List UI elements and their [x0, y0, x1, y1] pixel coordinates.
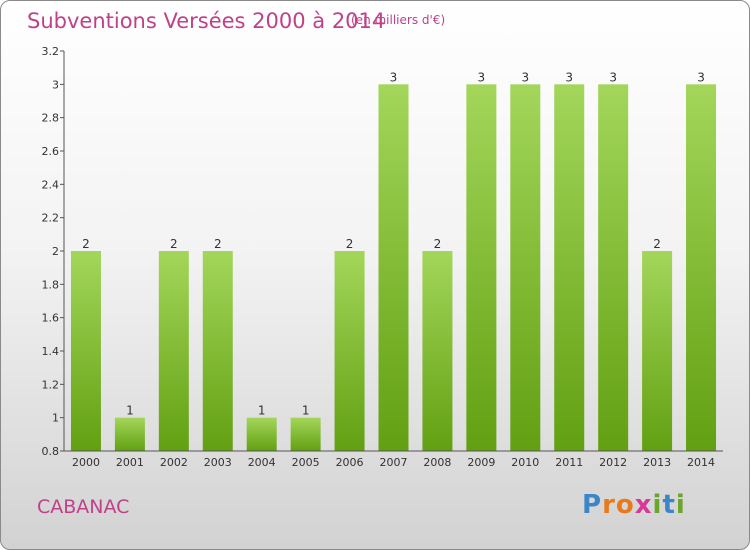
x-tick-label: 2011 [555, 456, 583, 469]
y-axis: 0.8 1 1.2 1.4 1.6 1.8 2 2.2 2.4 2.6 2.8 3 3.2 [42, 45, 65, 458]
data-label: 2 [346, 237, 354, 251]
logo-letter: o [615, 490, 635, 520]
bar-2001 [114, 417, 145, 451]
x-tick-label: 2009 [467, 456, 495, 469]
x-axis: 2000 2001 2002 2003 2004 2005 2006 2007 2008 2009… [64, 450, 723, 469]
y-tick-label: 1.4 [42, 345, 60, 358]
x-tick-label: 2004 [248, 456, 276, 469]
x-tick-label: 2000 [72, 456, 100, 469]
data-label: 3 [565, 70, 573, 84]
y-tick-label: 2 [52, 245, 59, 258]
logo-letter: P [582, 490, 603, 520]
bars-group: 2 1 2 2 1 1 2 3 2 3 3 3 3 2 3 [70, 70, 717, 451]
logo-letter: x [634, 490, 653, 520]
x-tick-label: 2003 [204, 456, 232, 469]
data-label: 3 [390, 70, 398, 84]
data-label: 3 [521, 70, 529, 84]
y-tick-label: 1 [52, 412, 59, 425]
bar-2003 [202, 251, 233, 451]
data-label: 1 [126, 404, 134, 418]
bar-2012 [598, 84, 629, 451]
bar-2004 [246, 417, 277, 451]
y-tick-label: 3 [52, 78, 59, 91]
y-tick-label: 2.6 [42, 145, 60, 158]
x-tick-label: 2008 [423, 456, 451, 469]
bar-2002 [158, 251, 189, 451]
x-tick-label: 2012 [599, 456, 627, 469]
bar-2007 [378, 84, 409, 451]
y-tick-label: 2.2 [42, 212, 60, 225]
data-label: 1 [258, 404, 266, 418]
data-label: 2 [434, 237, 442, 251]
y-tick-label: 2.4 [42, 178, 60, 191]
data-label: 2 [653, 237, 661, 251]
logo-letter: i [675, 490, 686, 520]
bar-2009 [466, 84, 497, 451]
commune-name: CABANAC [37, 496, 130, 518]
bar-2014 [686, 84, 717, 451]
data-label: 3 [609, 70, 617, 84]
y-tick-label: 0.8 [42, 445, 60, 458]
bar-2013 [642, 251, 673, 451]
logo-letter: r [602, 490, 616, 520]
logo-letter: t [662, 490, 676, 520]
proxiti-logo: Proxiti [582, 490, 686, 520]
data-label: 3 [478, 70, 486, 84]
x-tick-label: 2010 [511, 456, 539, 469]
bar-2010 [510, 84, 541, 451]
bar-2008 [422, 251, 453, 451]
y-tick-label: 1.6 [42, 312, 60, 325]
x-tick-label: 2007 [380, 456, 408, 469]
bar-2011 [554, 84, 585, 451]
logo-letter: i [652, 490, 663, 520]
bar-2005 [290, 417, 321, 451]
bar-2006 [334, 251, 365, 451]
x-tick-label: 2014 [687, 456, 715, 469]
y-tick-label: 1.2 [42, 378, 60, 391]
bar-2000 [70, 251, 101, 451]
x-tick-label: 2002 [160, 456, 188, 469]
y-tick-label: 2.8 [42, 112, 60, 125]
y-tick-label: 1.8 [42, 278, 60, 291]
y-tick-label: 3.2 [42, 45, 60, 58]
x-tick-label: 2005 [292, 456, 320, 469]
chart-title: Subventions Versées 2000 à 2014 [27, 9, 386, 33]
data-label: 1 [302, 404, 310, 418]
unit-note: (en milliers d'€) [351, 13, 446, 27]
data-label: 2 [170, 237, 178, 251]
data-label: 2 [214, 237, 222, 251]
x-tick-label: 2001 [116, 456, 144, 469]
data-label: 2 [82, 237, 90, 251]
x-tick-label: 2013 [643, 456, 671, 469]
data-label: 3 [697, 70, 705, 84]
x-tick-label: 2006 [336, 456, 364, 469]
